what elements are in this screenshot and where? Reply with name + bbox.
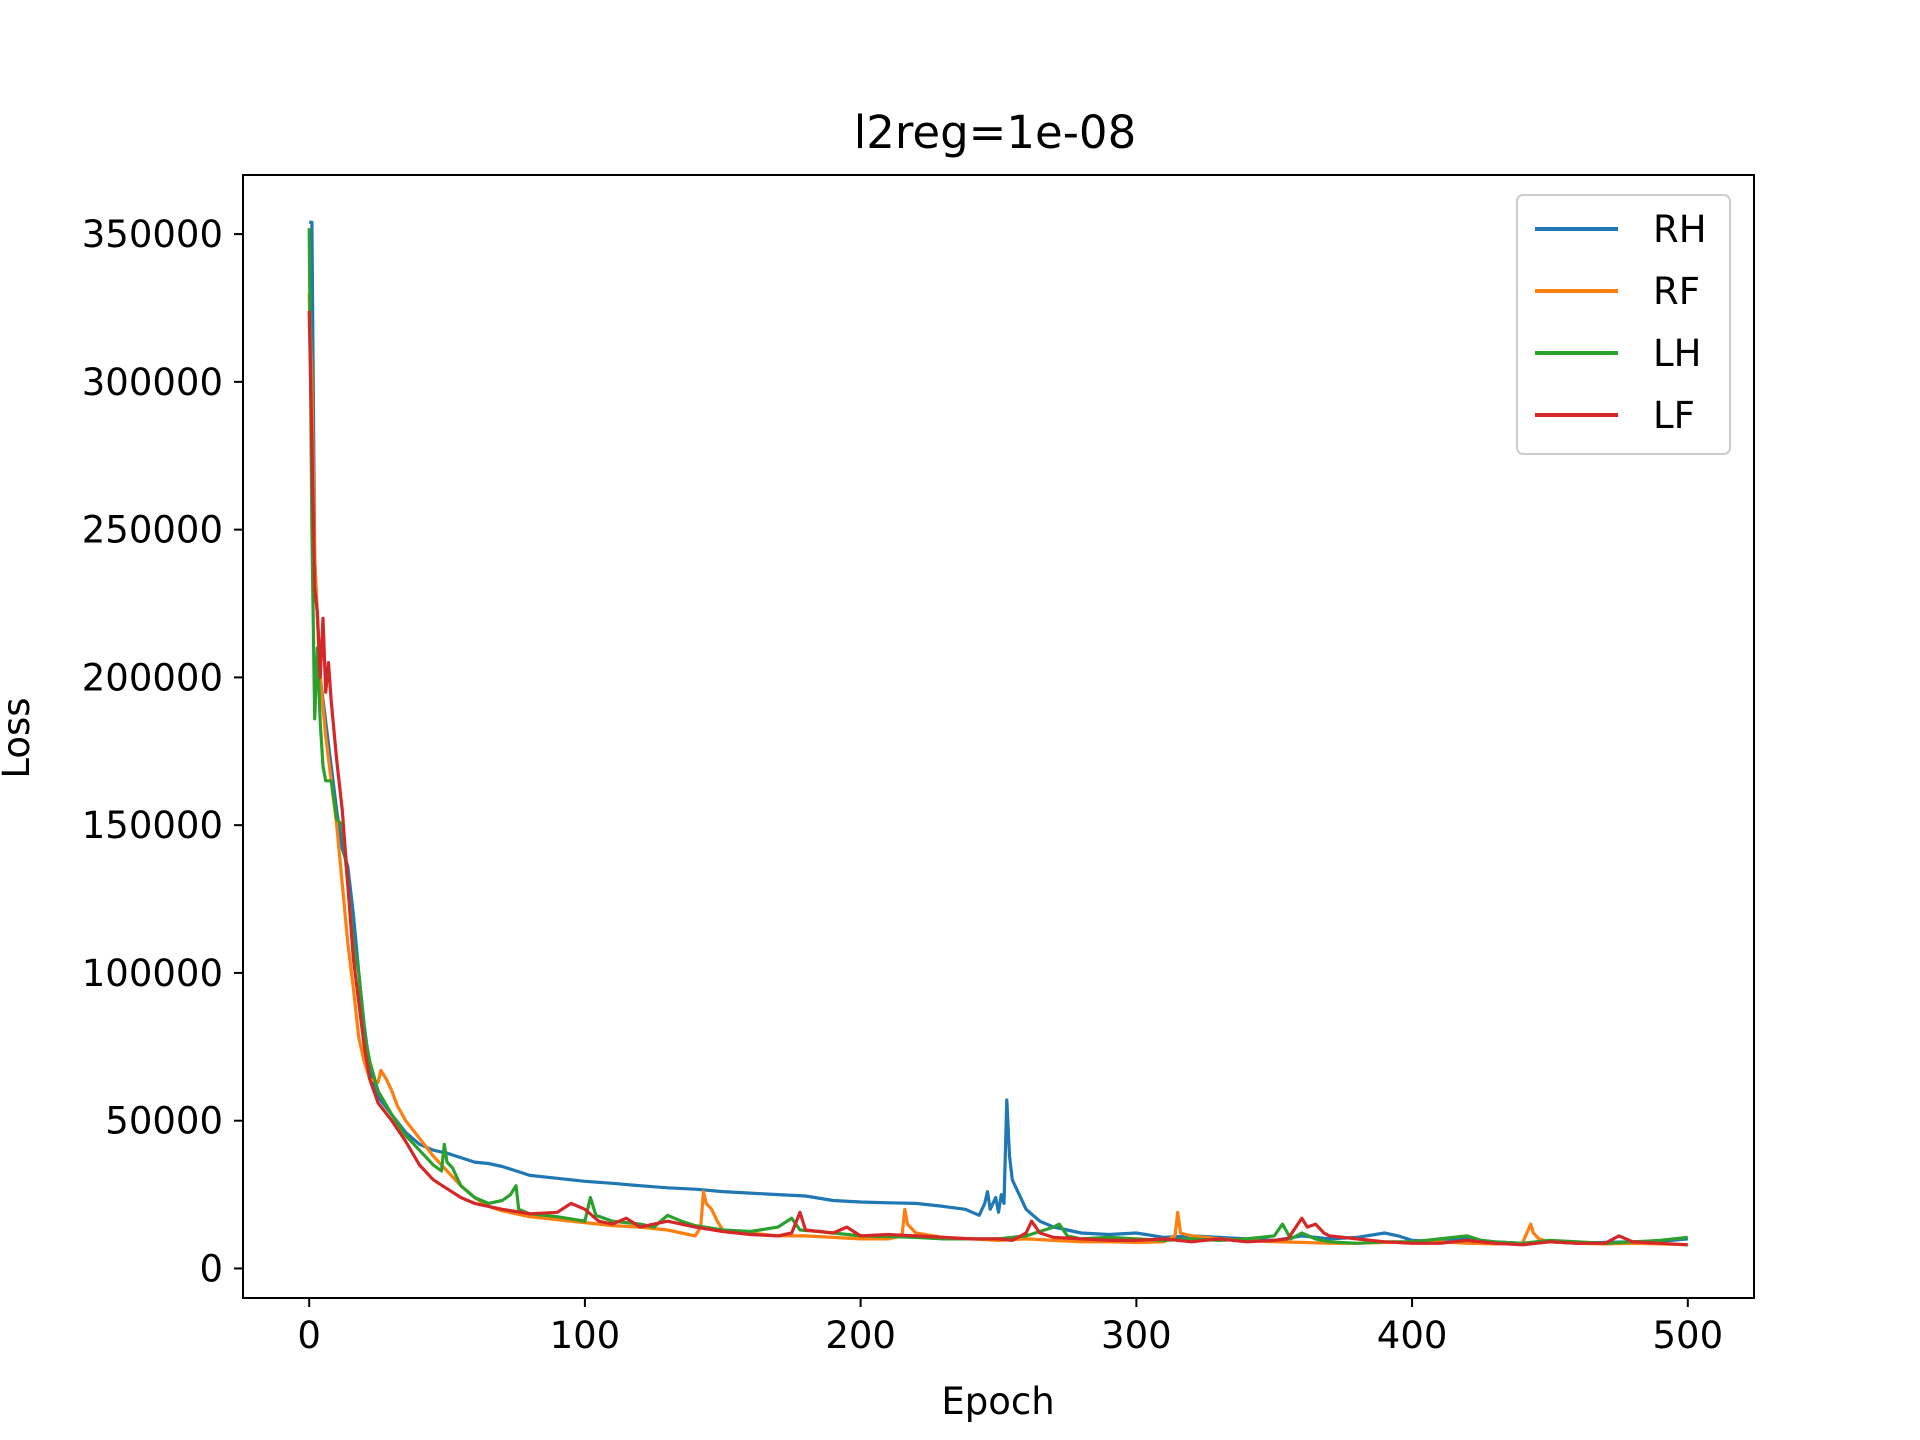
y-tick-label: 0 xyxy=(199,1247,223,1290)
legend-items: RH RF LH LF xyxy=(1535,208,1707,437)
plot-background xyxy=(243,175,1754,1298)
x-tick-label: 0 xyxy=(297,1314,321,1357)
plot-area xyxy=(242,174,1755,1299)
legend-label-lh: LH xyxy=(1653,332,1701,375)
x-tick-label: 100 xyxy=(550,1314,621,1357)
y-axis: 0 50000 100000 150000 200000 250000 300000 3500… xyxy=(82,213,243,1290)
y-tick-label: 250000 xyxy=(82,509,223,552)
y-tick-label: 200000 xyxy=(82,656,223,699)
legend-label-rh: RH xyxy=(1653,208,1707,251)
x-tick-label: 500 xyxy=(1653,1314,1724,1357)
chart-title: l2reg=1e-08 xyxy=(854,106,1136,159)
y-axis-label: Loss xyxy=(0,697,38,778)
y-tick-label: 50000 xyxy=(105,1100,223,1143)
y-tick-label: 350000 xyxy=(82,213,223,256)
x-tick-label: 300 xyxy=(1101,1314,1172,1357)
series-line-lh xyxy=(307,228,1688,1245)
legend-label-lf: LF xyxy=(1653,394,1695,437)
plot-frame xyxy=(242,174,1755,1299)
y-tick-label: 100000 xyxy=(82,952,223,995)
y-tick-label: 150000 xyxy=(82,804,223,847)
series-line-lf xyxy=(307,310,1688,1247)
x-tick-label: 400 xyxy=(1377,1314,1448,1357)
legend: RH RF LH LF xyxy=(1516,194,1731,455)
x-axis-label: Epoch xyxy=(941,1380,1054,1423)
y-tick-label: 300000 xyxy=(82,361,223,404)
series-layer xyxy=(307,220,1688,1247)
x-axis: 0 100 200 300 400 500 xyxy=(297,1298,1723,1357)
x-tick-label: 200 xyxy=(825,1314,896,1357)
legend-box xyxy=(1516,194,1731,455)
legend-label-rf: RF xyxy=(1653,270,1700,313)
